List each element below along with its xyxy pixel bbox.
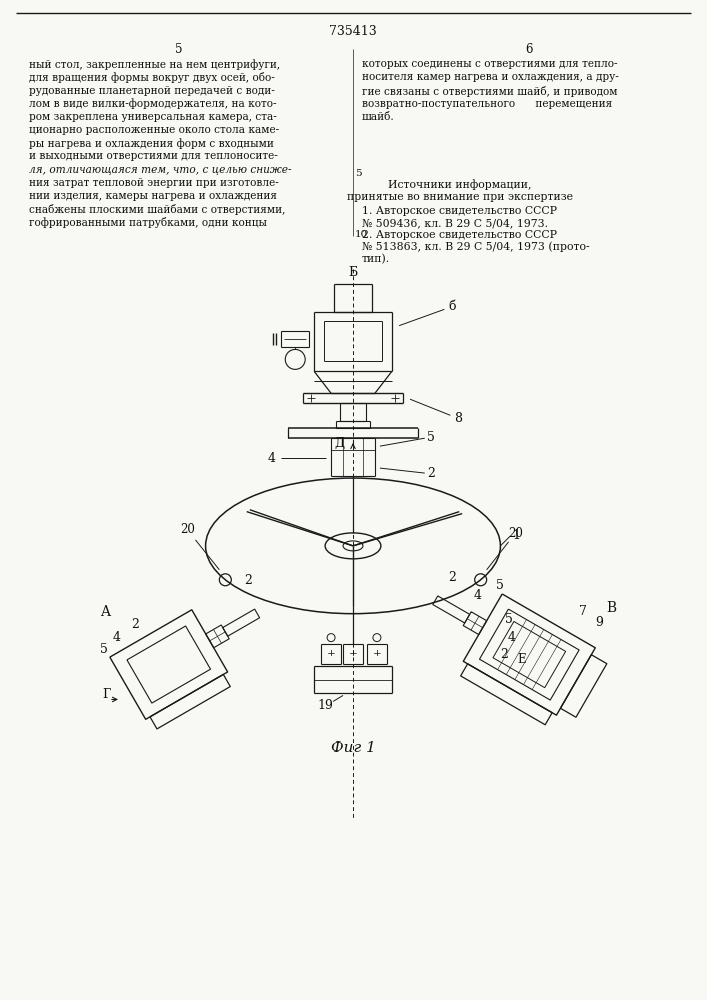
Text: Д: Д: [334, 437, 344, 450]
Text: 4: 4: [474, 589, 481, 602]
Text: +: +: [373, 649, 381, 658]
Text: 5: 5: [506, 613, 513, 626]
Text: Б: Б: [349, 266, 358, 279]
Text: Источники информации,: Источники информации,: [388, 179, 532, 190]
Text: носителя камер нагрева и охлаждения, а дру-: носителя камер нагрева и охлаждения, а д…: [362, 72, 619, 82]
Text: ционарно расположенные около стола каме-: ционарно расположенные около стола каме-: [29, 125, 279, 135]
Text: № 513863, кл. В 29 С 5/04, 1973 (прото-: № 513863, кл. В 29 С 5/04, 1973 (прото-: [362, 242, 590, 252]
Text: 7: 7: [579, 605, 587, 618]
Text: ры нагрева и охлаждения форм с входными: ры нагрева и охлаждения форм с входными: [29, 138, 274, 149]
Text: 5: 5: [100, 643, 108, 656]
Text: 2: 2: [131, 618, 139, 631]
Text: и выходными отверстиями для теплоносите-: и выходными отверстиями для теплоносите-: [29, 151, 278, 161]
Text: 4: 4: [267, 452, 275, 465]
Text: 1: 1: [513, 529, 520, 542]
Text: E: E: [517, 653, 525, 666]
Text: 2. Авторское свидетельство СССР: 2. Авторское свидетельство СССР: [362, 230, 557, 240]
Text: Фиг 1: Фиг 1: [331, 741, 375, 755]
Text: 735413: 735413: [329, 25, 377, 38]
Text: лом в виде вилки-формодержателя, на кото-: лом в виде вилки-формодержателя, на кото…: [29, 99, 276, 109]
Text: б: б: [449, 300, 456, 313]
Text: ния затрат тепловой энергии при изготовле-: ния затрат тепловой энергии при изготовл…: [29, 178, 279, 188]
Text: 6: 6: [525, 43, 533, 56]
Text: ром закреплена универсальная камера, ста-: ром закреплена универсальная камера, ста…: [29, 112, 277, 122]
Text: нии изделия, камеры нагрева и охлаждения: нии изделия, камеры нагрева и охлаждения: [29, 191, 277, 201]
Text: шайб.: шайб.: [362, 112, 395, 122]
Text: 2: 2: [427, 467, 435, 480]
Text: 5: 5: [427, 431, 435, 444]
Text: которых соединены с отверстиями для тепло-: которых соединены с отверстиями для тепл…: [362, 59, 617, 69]
Text: Г: Г: [102, 688, 110, 701]
Text: рудованные планетарной передачей с води-: рудованные планетарной передачей с води-: [29, 86, 275, 96]
Text: гофрированными патрубками, одни концы: гофрированными патрубками, одни концы: [29, 217, 267, 228]
Text: 5: 5: [355, 169, 361, 178]
Text: 20: 20: [508, 527, 523, 540]
Text: 5: 5: [175, 43, 182, 56]
Text: 2: 2: [501, 648, 508, 661]
Text: 19: 19: [317, 699, 333, 712]
Text: A: A: [100, 605, 110, 619]
Text: гие связаны с отверстиями шайб, и приводом: гие связаны с отверстиями шайб, и привод…: [362, 86, 617, 97]
Text: +: +: [349, 649, 357, 658]
Text: 9: 9: [595, 616, 603, 629]
Text: 8: 8: [455, 412, 462, 425]
Text: 4: 4: [113, 631, 121, 644]
Text: 4: 4: [508, 631, 515, 644]
Text: 5: 5: [496, 579, 504, 592]
Text: снабжены плоскими шайбами с отверстиями,: снабжены плоскими шайбами с отверстиями,: [29, 204, 286, 215]
Text: 2: 2: [245, 574, 252, 587]
Text: тип).: тип).: [362, 254, 390, 264]
Text: ный стол, закрепленные на нем центрифуги,: ный стол, закрепленные на нем центрифуги…: [29, 59, 281, 70]
Text: № 509436, кл. В 29 С 5/04, 1973.: № 509436, кл. В 29 С 5/04, 1973.: [362, 218, 548, 228]
Text: возвратно-поступательного      перемещения: возвратно-поступательного перемещения: [362, 99, 612, 109]
Text: B: B: [606, 601, 616, 615]
Text: 20: 20: [180, 523, 195, 536]
Text: 10: 10: [355, 230, 368, 239]
Text: +: +: [327, 649, 335, 658]
Text: 1. Авторское свидетельство СССР: 1. Авторское свидетельство СССР: [362, 206, 557, 216]
Text: 2: 2: [449, 571, 457, 584]
Text: ля, отличающаяся тем, что, с целью сниже-: ля, отличающаяся тем, что, с целью сниже…: [29, 165, 292, 175]
Text: принятые во внимание при экспертизе: принятые во внимание при экспертизе: [346, 192, 573, 202]
Text: для вращения формы вокруг двух осей, обо-: для вращения формы вокруг двух осей, обо…: [29, 72, 275, 83]
